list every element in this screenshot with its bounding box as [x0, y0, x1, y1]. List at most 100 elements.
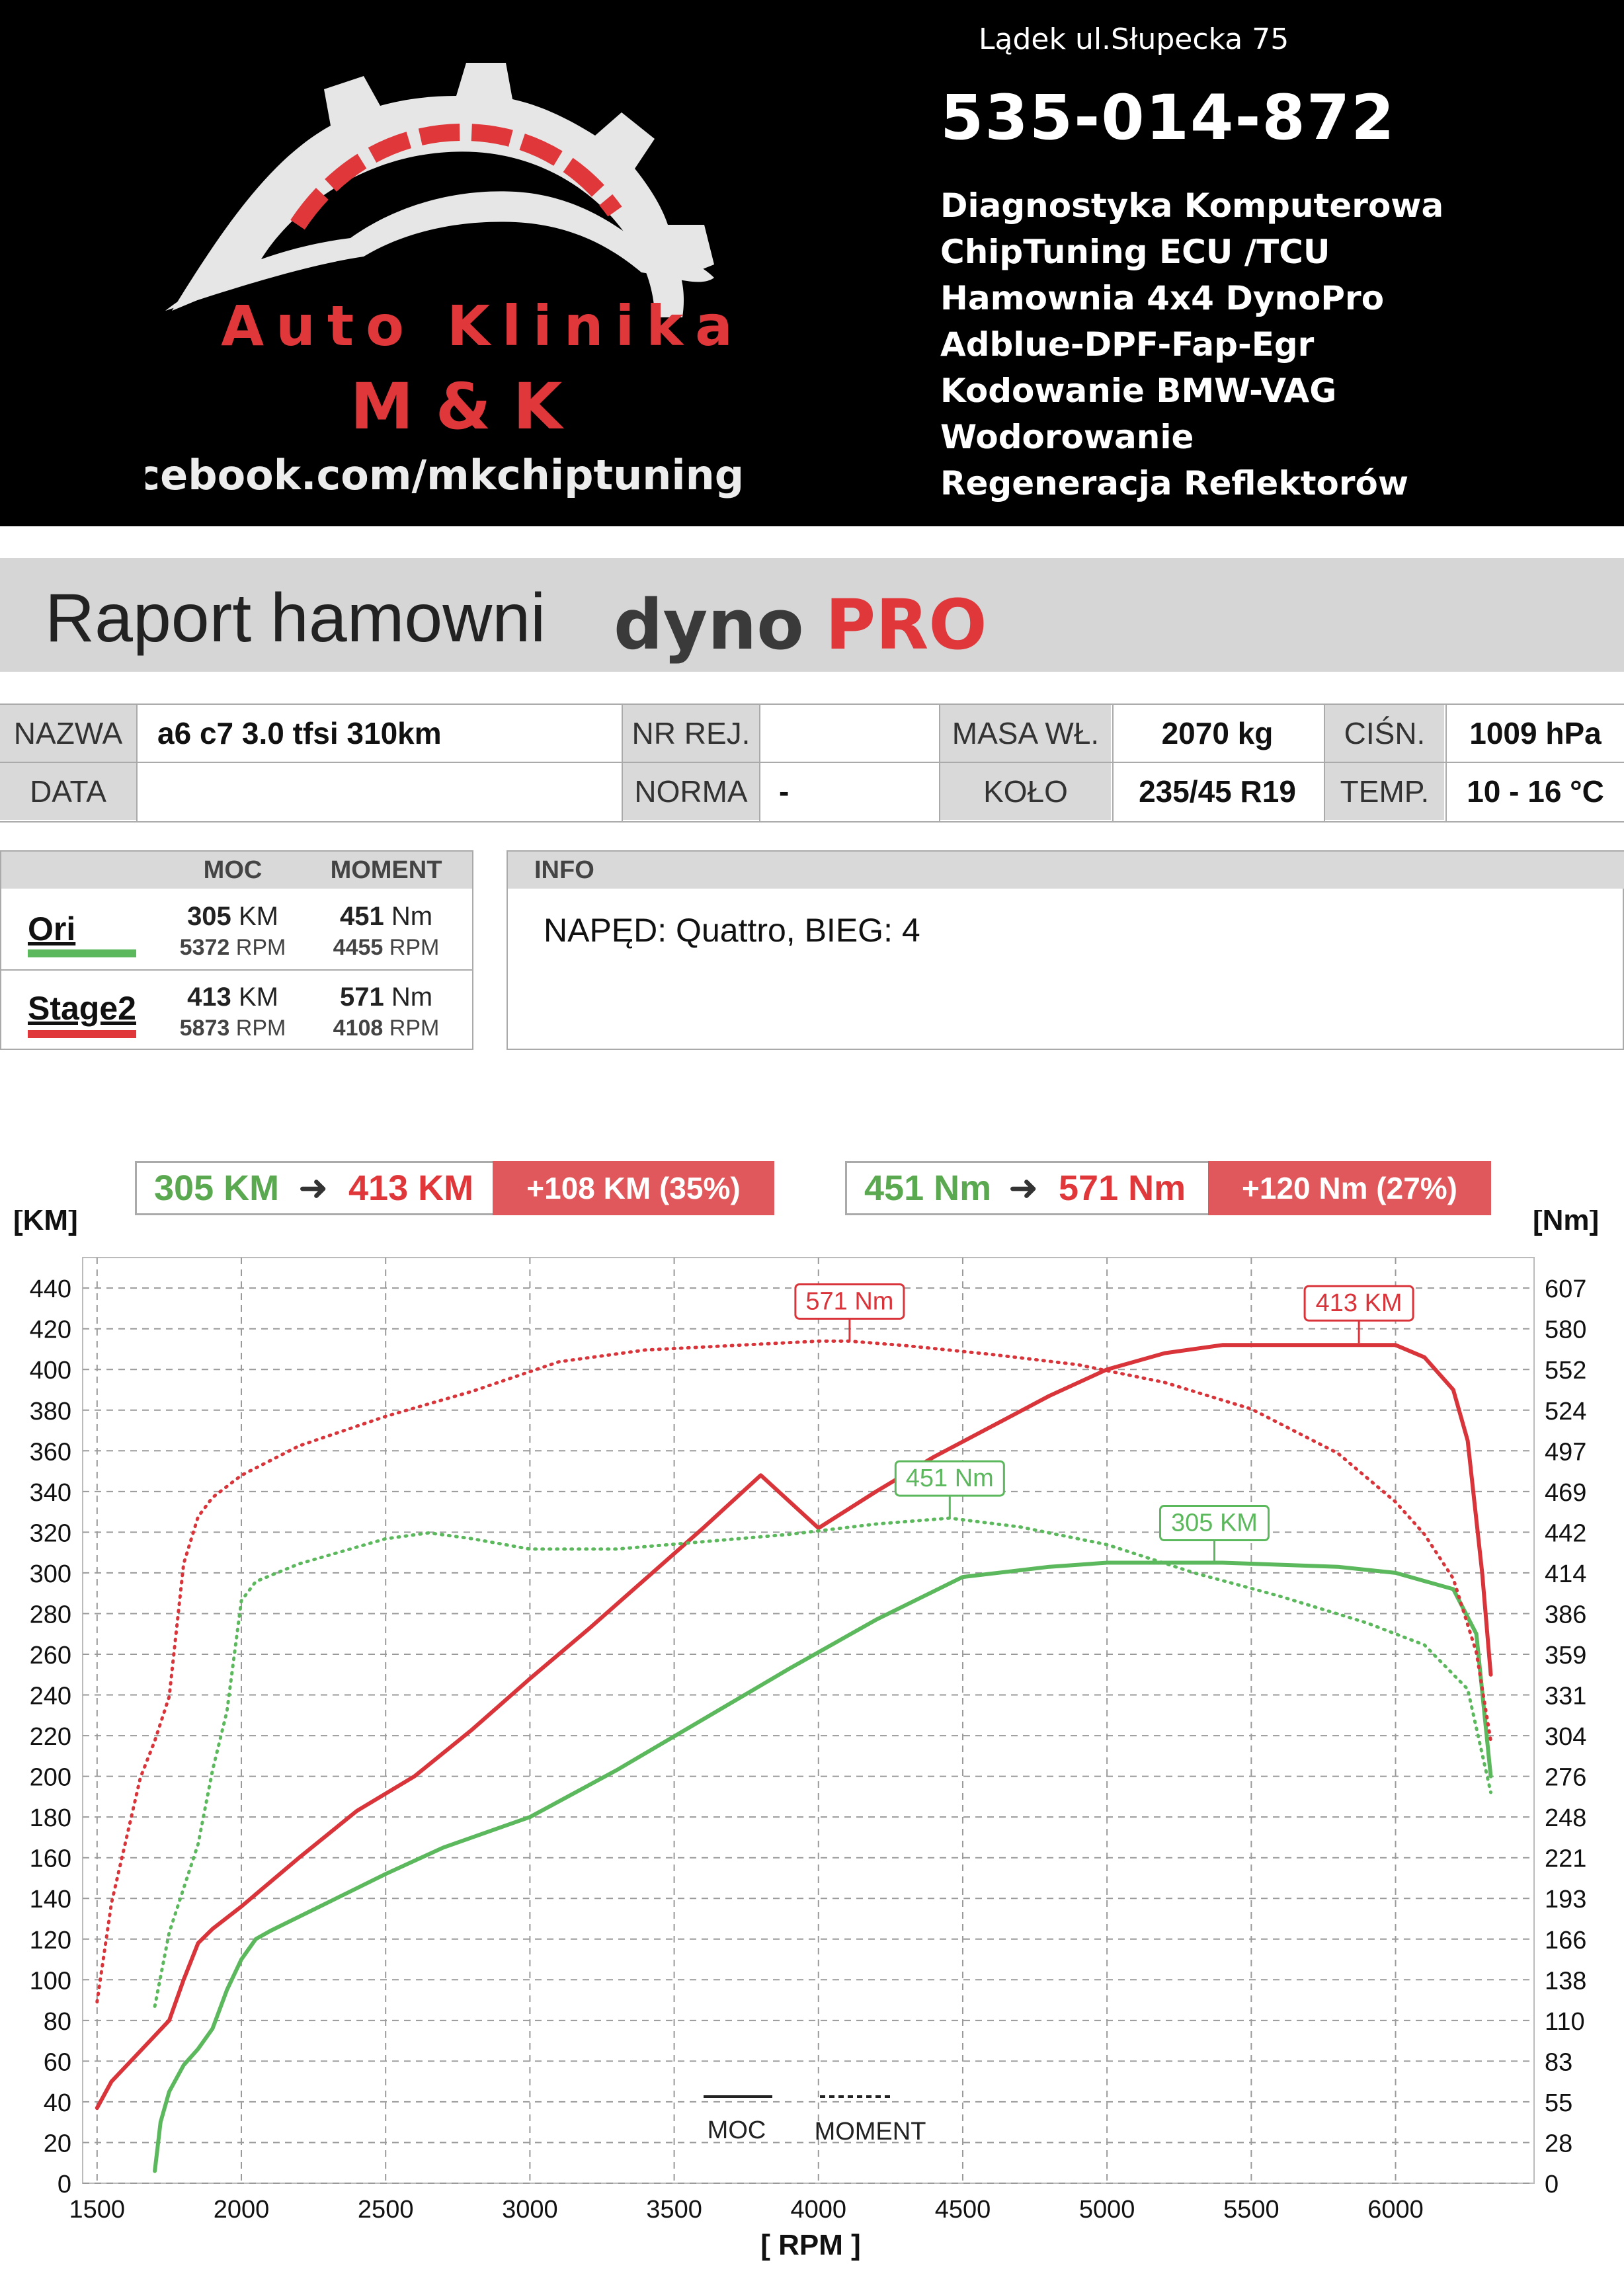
x-tick-label: 2000 [214, 2196, 270, 2224]
y-tick-right: 55 [1545, 2089, 1572, 2117]
series-ori-power-line [153, 1560, 1493, 2173]
x-tick-label: 5000 [1079, 2196, 1135, 2224]
service-item: Regeneracja Reflektorów [940, 464, 1409, 502]
series-lines [95, 1339, 1493, 2173]
y-tick-right: 276 [1545, 1764, 1586, 1792]
y-tick-right: 580 [1545, 1316, 1586, 1344]
y-tick-right: 386 [1545, 1601, 1586, 1628]
runs-legend-table: MOC MOMENT Ori 305 KM 5372 RPM 451 Nm 44… [0, 850, 473, 1050]
table-divider [939, 705, 940, 821]
chart-legend: MOC MOMENT [704, 2095, 926, 2146]
y-tick-left: 220 [30, 1723, 71, 1751]
value-pressure: 1009 hPa [1469, 716, 1602, 750]
y-tick-left: 260 [30, 1642, 71, 1669]
logo-line1: Auto Klinika [221, 294, 745, 358]
label-mass: MASA WŁ. [940, 705, 1111, 762]
y-tick-left: 0 [58, 2171, 71, 2198]
value-name: a6 c7 3.0 tfsi 310km [157, 716, 442, 750]
y-tick-left: 140 [30, 1886, 71, 1913]
x-tick-label: 3500 [646, 2196, 702, 2224]
annotation-box [894, 1460, 1005, 1497]
label-temp: TEMP. [1325, 763, 1444, 820]
y-tick-right: 607 [1545, 1275, 1586, 1303]
y-tick-left: 120 [30, 1927, 71, 1954]
y-tick-right: 359 [1545, 1642, 1586, 1669]
y-tick-right: 0 [1545, 2171, 1559, 2198]
label-norm: NORMA [623, 763, 759, 820]
table-divider [759, 705, 760, 821]
run-color-ori [28, 949, 136, 957]
col-power-header: MOC [203, 856, 263, 884]
y-tick-right: 414 [1545, 1560, 1586, 1588]
arrow-right-icon: ➜ [298, 1168, 329, 1208]
y-tick-right: 166 [1545, 1927, 1586, 1954]
y-tick-left: 420 [30, 1316, 71, 1344]
table-divider [0, 762, 1624, 763]
auto-klinika-logo: Auto Klinika M & K Facebook.com/mkchiptu… [145, 63, 745, 499]
brand-dyno: dyno [614, 584, 804, 665]
y-tick-left: 440 [30, 1275, 71, 1303]
value-mass: 2070 kg [1161, 716, 1274, 750]
label-pressure: CIŚN. [1325, 705, 1444, 762]
logo-gear [172, 63, 714, 317]
y-tick-left: 20 [44, 2130, 71, 2157]
torque-gain-box: 451 Nm ➜ 571 Nm +120 Nm (27%) [845, 1161, 1491, 1215]
run-name-stage2: Stage2 [28, 990, 136, 1027]
grid [83, 1258, 1534, 2184]
logo-line2: M & K [350, 370, 565, 444]
torque-after: 571 Nm [1059, 1168, 1186, 1208]
run-power-stage2: 413 KM [187, 983, 278, 1012]
y-tick-right: 248 [1545, 1804, 1586, 1832]
col-torque-header: MOMENT [330, 856, 442, 884]
legend-solid-label: MOC [708, 2116, 766, 2144]
annotations: 571 Nm 413 KM 451 Nm 305 KM [794, 1283, 1414, 1563]
service-item: ChipTuning ECU /TCU [940, 233, 1330, 271]
table-divider [136, 705, 138, 821]
y-tick-right: 110 [1545, 2008, 1585, 2036]
y-tick-right: 442 [1545, 1519, 1586, 1547]
y-tick-left: 320 [30, 1519, 71, 1547]
logo-car [165, 191, 714, 311]
torque-diff: +120 Nm (27%) [1208, 1161, 1491, 1215]
label-name: NAZWA [0, 705, 136, 762]
value-norm: - [779, 774, 790, 809]
annotation-box [794, 1283, 905, 1320]
y-tick-right: 524 [1545, 1398, 1586, 1426]
plot-area [82, 1257, 1535, 2184]
series-stage2-torque-line [95, 1339, 1492, 2004]
y-tick-right: 331 [1545, 1683, 1586, 1710]
legend-dotted-label: MOMENT [815, 2118, 926, 2146]
run-torque-ori: 451 Nm [339, 902, 433, 931]
x-tick-label: 1500 [69, 2196, 126, 2224]
x-tick-label: 2500 [358, 2196, 414, 2224]
y-tick-right: 138 [1545, 1967, 1586, 1995]
table-divider [622, 705, 623, 821]
label-reg: NR REJ. [623, 705, 759, 762]
y-tick-left: 180 [30, 1804, 71, 1832]
power-diff: +108 KM (35%) [493, 1161, 774, 1215]
service-item: Wodorowanie [940, 418, 1194, 456]
y-tick-right: 552 [1545, 1357, 1586, 1385]
y-tick-left: 40 [44, 2089, 71, 2117]
y-tick-right: 193 [1545, 1886, 1586, 1913]
dyno-chart: [KM] [Nm] [ RPM ] 0 0 20 28 40 55 60 83 80 110 100… [13, 1210, 1599, 2261]
y-tick-right: 83 [1545, 2048, 1572, 2076]
annotation-box [1303, 1285, 1414, 1322]
y-tick-left: 240 [30, 1683, 71, 1710]
series-stage2-power-line [95, 1343, 1493, 2110]
y-tick-left: 60 [44, 2048, 71, 2076]
run-torque-rpm-stage2: 4108 RPM [333, 1016, 440, 1041]
brand-pro: PRO [825, 584, 987, 665]
x-tick-label: 4500 [935, 2196, 991, 2224]
table-divider [1445, 705, 1447, 821]
x-tick-label: 4000 [790, 2196, 846, 2224]
annotation-label: 571 Nm [805, 1287, 893, 1315]
report-title: Raport hamowni [45, 580, 546, 657]
torque-before: 451 Nm [864, 1168, 992, 1208]
y-tick-left: 100 [30, 1967, 71, 1995]
run-name-ori: Ori [28, 910, 76, 947]
y-tick-left: 360 [30, 1438, 71, 1466]
vehicle-info-table: NAZWA a6 c7 3.0 tfsi 310km NR REJ. MASA … [0, 703, 1624, 823]
table-divider [1112, 705, 1114, 821]
run-power-rpm-ori: 5372 RPM [179, 935, 286, 960]
